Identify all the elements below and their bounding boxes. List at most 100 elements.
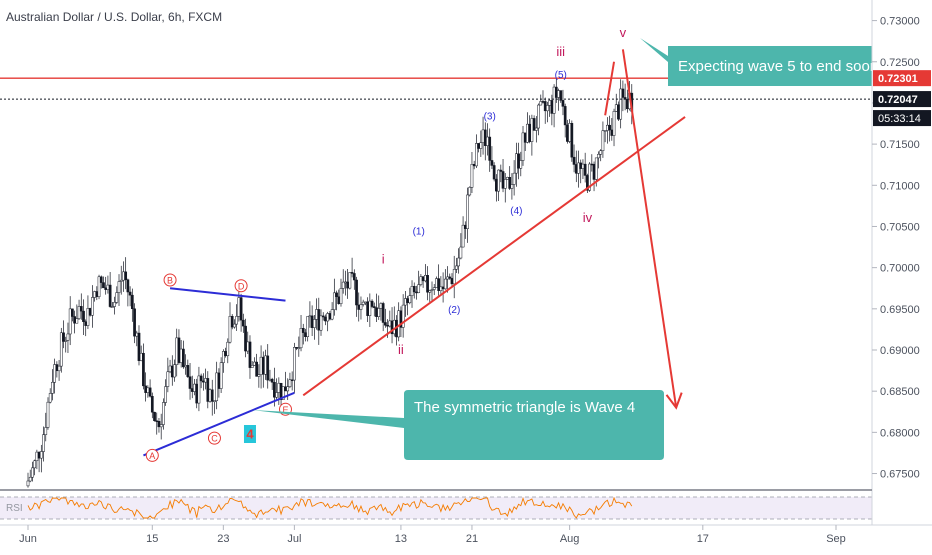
candle-body	[139, 352, 143, 361]
candle-body	[346, 281, 349, 289]
candle-body	[241, 319, 245, 327]
candle-body	[377, 308, 381, 317]
wave-label-text: (1)	[413, 227, 425, 238]
candle-body	[577, 162, 580, 174]
candle-body	[268, 378, 272, 381]
candle-body	[468, 187, 472, 196]
candle-body	[452, 269, 456, 285]
wave-label-circle	[163, 273, 177, 287]
candle-body	[448, 276, 452, 279]
candle-body	[250, 365, 254, 368]
candle-body	[99, 276, 103, 283]
candle-body	[348, 272, 352, 289]
candle-body	[179, 348, 183, 363]
candle-body	[419, 276, 423, 285]
candle-body	[337, 296, 341, 304]
candle-body	[479, 142, 483, 149]
candle-body	[46, 401, 50, 428]
candle-body	[146, 387, 150, 393]
candle-body	[570, 123, 574, 158]
level-price-label: 0.72047	[878, 94, 918, 106]
candle-body	[255, 361, 258, 377]
candle-body	[619, 88, 623, 120]
candle-body	[492, 165, 496, 180]
candle-body	[75, 318, 79, 324]
candle-body	[579, 162, 583, 169]
callout-bubble-bottom	[252, 390, 664, 460]
candle-body	[91, 297, 94, 316]
candle-body	[28, 476, 32, 482]
candle-body	[186, 365, 190, 377]
candle-body	[246, 341, 250, 352]
time-tick-label: 15	[146, 533, 158, 545]
price-tick-label: 0.69500	[880, 304, 920, 316]
candle-body	[490, 160, 494, 166]
candle-body	[224, 351, 227, 357]
wave-label-text: A	[149, 451, 155, 461]
candle-body	[350, 272, 354, 274]
candle-body	[335, 292, 338, 298]
candle-body	[228, 315, 232, 343]
candle-body	[213, 400, 216, 403]
candle-body	[210, 389, 214, 402]
decline-arrowhead	[665, 392, 683, 410]
candle-body	[93, 291, 96, 298]
candle-body	[128, 291, 132, 296]
candle-body	[386, 325, 389, 327]
candle-body	[506, 177, 509, 180]
candle-body	[439, 286, 443, 291]
candle-body	[515, 153, 518, 174]
candle-body	[86, 308, 90, 326]
candle-body	[408, 295, 412, 304]
candle-body	[257, 374, 261, 377]
trendline-triangle-lower	[143, 391, 295, 457]
candle-body	[601, 130, 605, 151]
candle-body	[281, 386, 285, 400]
candle-body	[368, 300, 372, 316]
candle-body	[326, 313, 330, 322]
level-price-tag	[873, 91, 931, 108]
candle-body	[559, 90, 563, 101]
wave-label-circle	[145, 448, 159, 462]
candle-body	[26, 480, 30, 487]
candle-body	[175, 337, 179, 365]
candle-body	[503, 179, 507, 189]
candle-body	[430, 289, 434, 291]
candle-body	[381, 303, 385, 323]
candle-body	[341, 281, 345, 289]
candle-body	[66, 333, 70, 341]
time-tick-label: Aug	[560, 533, 580, 545]
time-tick-label: 13	[395, 533, 407, 545]
candle-body	[410, 286, 414, 296]
candle-body	[297, 347, 301, 350]
countdown-label: 05:33:14	[878, 113, 921, 125]
candle-body	[541, 101, 545, 103]
candle-body	[488, 136, 492, 161]
candle-body	[37, 451, 41, 459]
candle-body	[55, 364, 59, 372]
candle-body	[119, 279, 123, 282]
candle-body	[461, 224, 465, 248]
wave-label-circle	[207, 431, 221, 445]
candle-body	[568, 123, 571, 142]
candle-body	[404, 298, 407, 306]
candle-body	[592, 163, 596, 180]
candle-body	[284, 386, 287, 392]
candle-body	[253, 361, 256, 366]
countdown-tag	[873, 110, 931, 127]
trendline-support-line	[302, 116, 686, 397]
candle-body	[614, 104, 618, 112]
candle-body	[62, 332, 65, 342]
candle-body	[543, 101, 547, 112]
candle-body	[237, 297, 241, 317]
candle-body	[148, 387, 152, 397]
candle-body	[497, 169, 500, 192]
candle-body	[361, 301, 365, 305]
candle-body	[197, 375, 201, 404]
candle-body	[308, 315, 312, 318]
rsi-line	[27, 496, 633, 519]
candle-body	[574, 164, 578, 174]
candle-body	[332, 292, 336, 310]
